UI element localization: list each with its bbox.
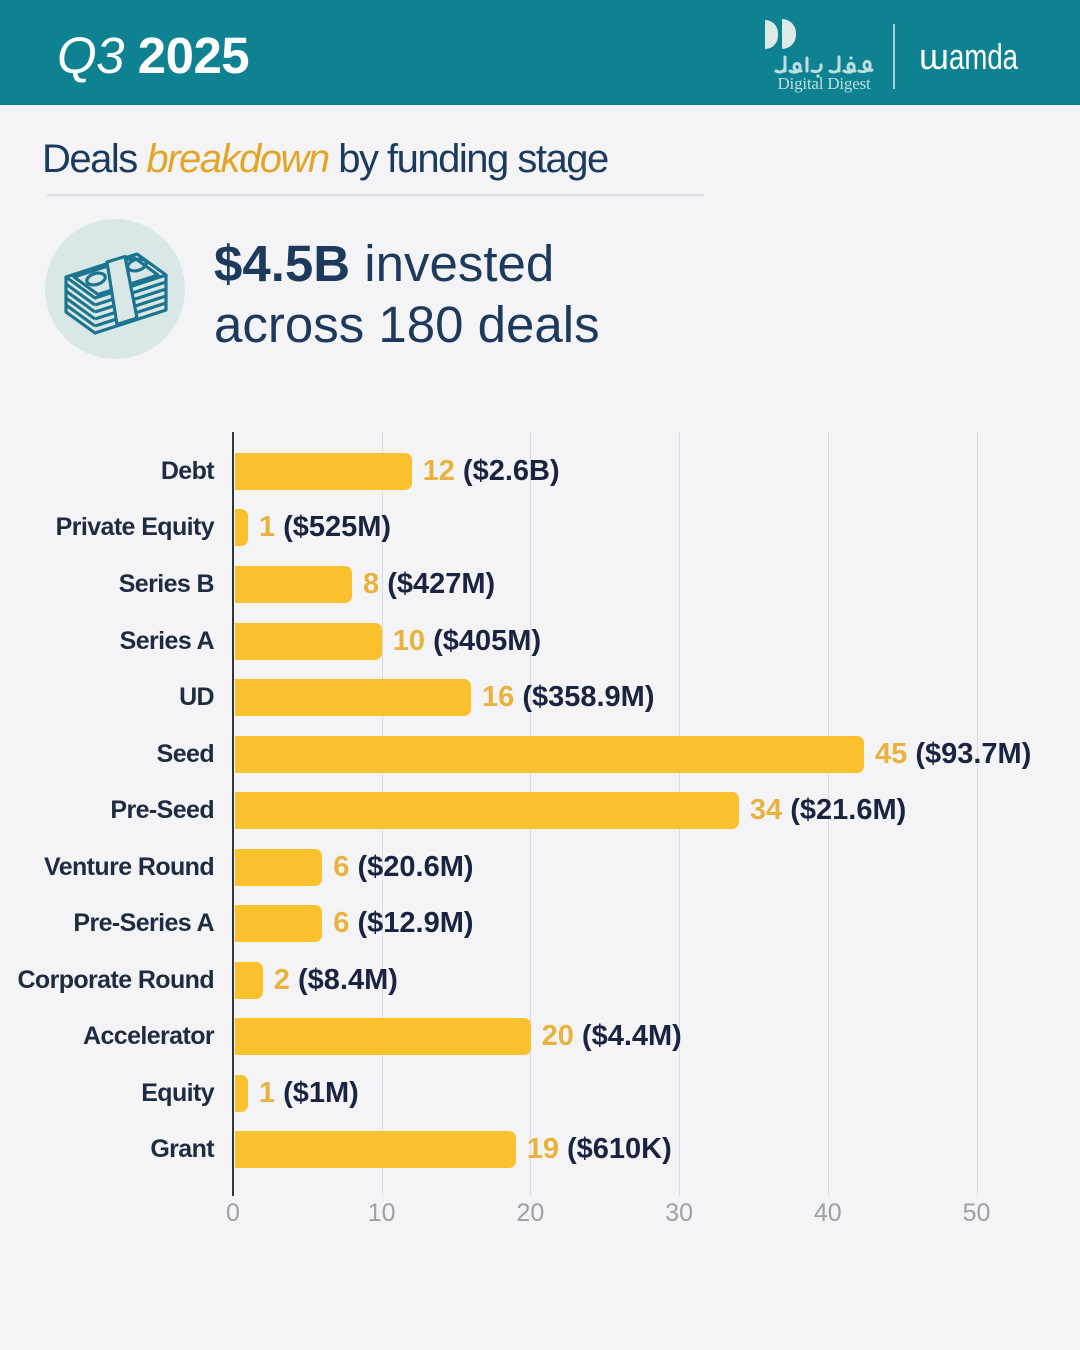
svg-text:m: m bbox=[919, 42, 949, 74]
svg-text:amda: amda bbox=[949, 38, 1019, 74]
